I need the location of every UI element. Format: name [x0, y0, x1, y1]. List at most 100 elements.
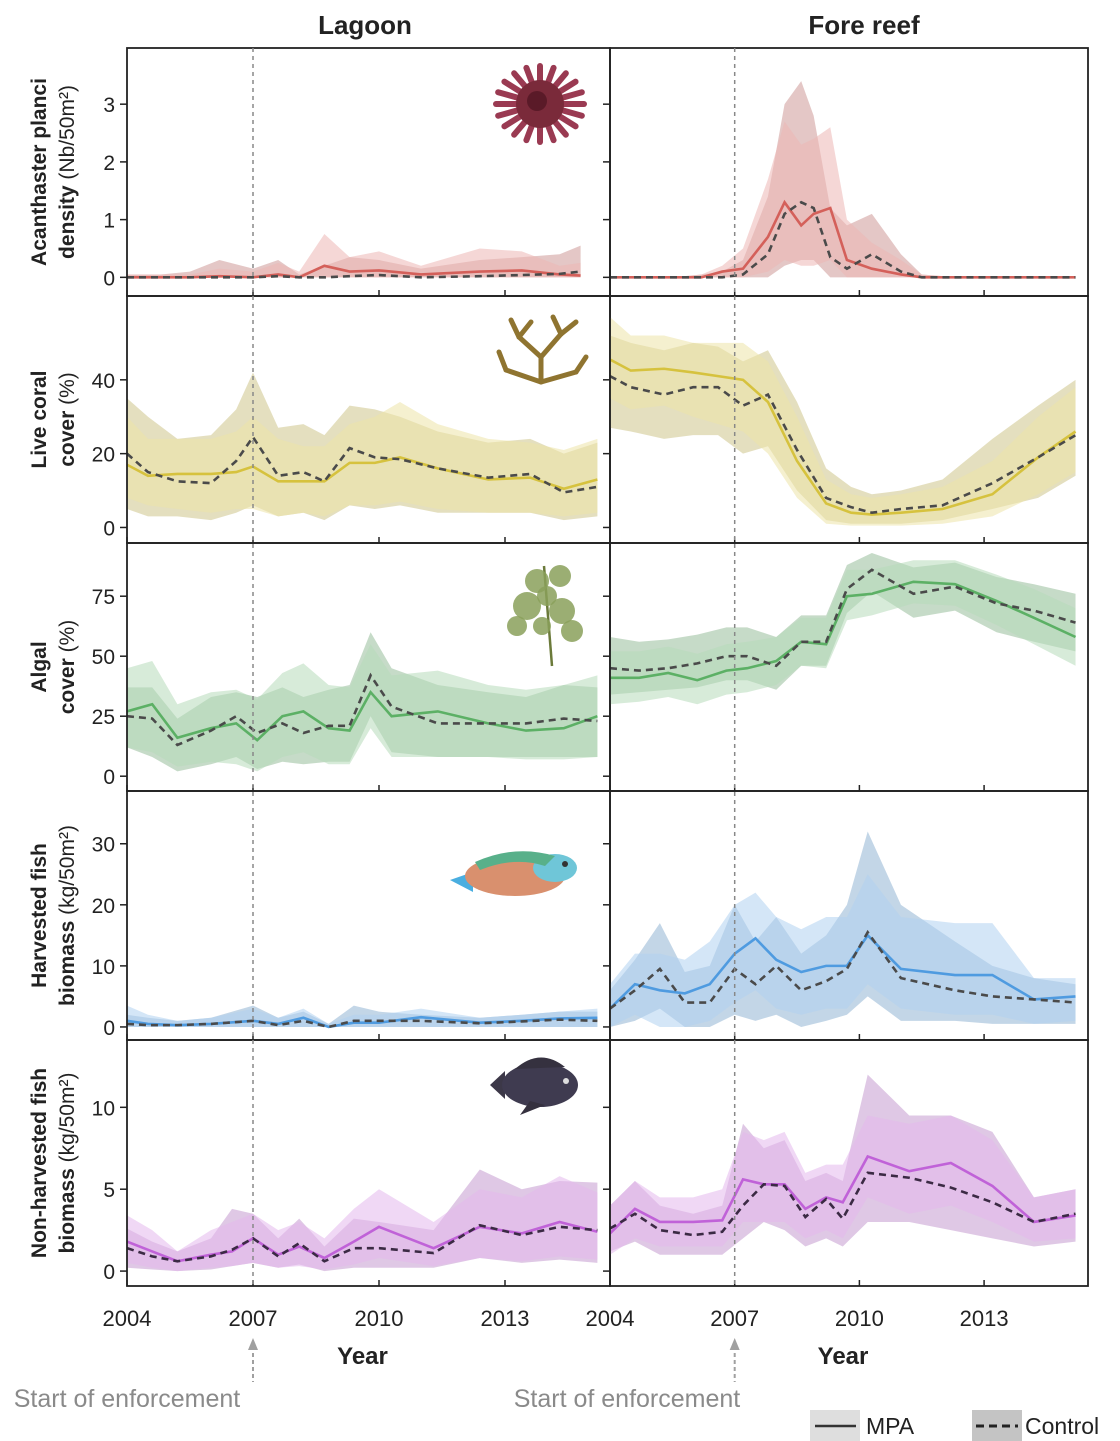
control-line [127, 672, 598, 747]
mpa-ribbon [127, 1176, 598, 1272]
row-label-line1: Algal [28, 641, 51, 692]
row-label-3: Harvested fish biomass (kg/50m²) [28, 825, 79, 1006]
coral-branch [516, 334, 544, 360]
panel-plot-area [127, 1005, 598, 1029]
coral-branch [538, 331, 564, 360]
damselfish-anal-fin [520, 1101, 545, 1115]
enforcement-arrowhead [248, 1338, 258, 1350]
mpa-line [610, 358, 1077, 516]
mpa-ribbon [127, 401, 598, 517]
algae-frond [549, 565, 571, 587]
row-label-line2-unit: (kg/50m²) [56, 1073, 79, 1169]
column-title-lagoon: Lagoon [318, 10, 412, 40]
row-label-2: Algal cover (%) [28, 620, 79, 715]
row-label-line1: Harvested fish [28, 843, 51, 988]
y-tick-label: 20 [92, 444, 115, 467]
y-tick-label: 10 [92, 1097, 115, 1120]
row-label-line2-unit: (%) [56, 620, 79, 659]
damselfish-body [502, 1063, 578, 1107]
panel-lagoon-row2: 0 25 50 75 [92, 542, 611, 792]
control-line [610, 1171, 1076, 1237]
coral-branch [496, 349, 509, 373]
y-tick-label: 0 [103, 1017, 115, 1040]
mpa-line [127, 455, 598, 491]
mpa-ribbon [610, 317, 1076, 526]
panel-plot-area [610, 553, 1077, 705]
algae-frond [533, 617, 551, 635]
column-titles: Lagoon Fore reef [318, 10, 920, 40]
y-tick-label: 30 [92, 834, 115, 857]
x-axis-label: Year [337, 1343, 388, 1370]
mpa-line [610, 1154, 1076, 1235]
control-line [127, 270, 581, 279]
y-tick-label: 10 [92, 956, 115, 979]
panel-fore-reef-row4 [603, 1039, 1089, 1287]
row-label-line2-bold: cover [56, 411, 79, 467]
damselfish-dorsal-fin [515, 1057, 565, 1069]
parrotfish-dorsal-fin [475, 851, 555, 870]
panel-plot-area [127, 1169, 598, 1272]
parrotfish-icon [450, 851, 577, 896]
row-label-line2: density (Nb/50m²) [56, 85, 79, 259]
coral-branch [503, 367, 544, 385]
enforcement-arrowhead [729, 1338, 740, 1350]
row-labels: Acanthaster planci density (Nb/50m²) Live … [28, 78, 79, 1258]
coral-branch [508, 317, 522, 340]
y-tick-label: 3 [103, 94, 115, 117]
control-line [610, 374, 1077, 515]
panel-icons [450, 63, 589, 1115]
panel-plot-area [127, 632, 598, 772]
row-label-line2-bold: biomass [56, 921, 79, 1006]
algae-frond [507, 616, 527, 636]
panel-plot-area [610, 1074, 1076, 1255]
legend-control-label: Control [1025, 1413, 1099, 1439]
enforcement-label-fore-reef: Start of enforcement [514, 1385, 741, 1413]
mpa-ribbon [610, 1115, 1076, 1255]
x-tick-label: 2010 [835, 1306, 884, 1331]
sea-star-icon [493, 63, 587, 145]
algae-frond [513, 592, 541, 620]
mpa-ribbon [127, 234, 581, 278]
control-line [127, 1018, 598, 1029]
sea-star-center [527, 91, 547, 111]
panel-frame [126, 790, 611, 1041]
parrotfish-eye [562, 861, 568, 867]
panel-plot-area [127, 372, 598, 521]
row-label-line2: cover (%) [56, 620, 79, 715]
coral-branch [538, 369, 579, 385]
y-tick-label: 50 [92, 646, 115, 669]
x-tick-label: 2007 [710, 1306, 759, 1331]
legend-mpa-label: MPA [866, 1413, 915, 1439]
x-tick-label: 2004 [586, 1306, 635, 1331]
y-tick-label: 25 [92, 706, 115, 729]
row-label-line2: cover (%) [56, 372, 79, 467]
control-line [610, 568, 1076, 672]
row-label-4: Non-harvested fish biomass (kg/50m²) [28, 1068, 79, 1258]
y-tick-label: 0 [103, 267, 115, 290]
panel-plot-area [610, 831, 1076, 1027]
y-tick-label: 2 [103, 152, 115, 175]
coral-branch [558, 319, 579, 337]
y-tick-label: 0 [103, 517, 115, 540]
mpa-line [127, 1220, 598, 1263]
x-tick-label: 2013 [960, 1306, 1009, 1331]
algae-icon [507, 565, 583, 667]
x-tick-label: 2007 [229, 1306, 278, 1331]
algae-frond [537, 586, 557, 606]
control-line [610, 200, 1076, 279]
legend: MPA Control [810, 1410, 1099, 1441]
panel-fore-reef-row2 [603, 542, 1089, 792]
coral-icon [496, 314, 589, 385]
panel-fore-reef-row3 [603, 790, 1089, 1041]
y-tick-label: 75 [92, 586, 115, 609]
row-label-line2-bold: cover [56, 658, 79, 714]
panel-plot-area [610, 317, 1077, 526]
algae-frond [549, 598, 575, 624]
mpa-ribbon [610, 121, 1076, 278]
panel-lagoon-row1: 0 20 40 [92, 295, 611, 544]
enforcement-annotation: Start of enforcement Start of enforcemen… [14, 1385, 741, 1413]
y-tick-label: 0 [103, 1261, 115, 1284]
x-tick-label: 2013 [481, 1306, 530, 1331]
x-axis-label: Year [818, 1343, 869, 1370]
